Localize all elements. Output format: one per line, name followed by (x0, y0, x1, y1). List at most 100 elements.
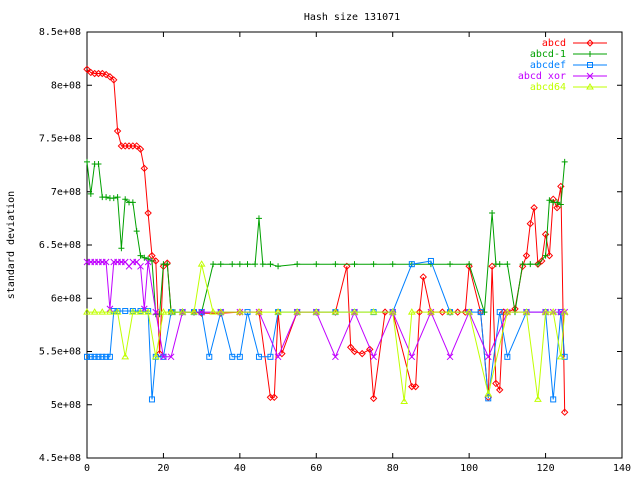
legend-item: abcd64 (530, 82, 607, 93)
data-point-x (408, 353, 416, 361)
series-layer (83, 65, 569, 416)
data-point-square (496, 309, 503, 316)
data-point-diamond (255, 308, 263, 316)
data-point-diamond (488, 262, 496, 271)
data-point-triangle (388, 308, 397, 315)
data-point-triangle (484, 390, 493, 397)
data-point-diamond (522, 251, 531, 260)
series-abcd64 (83, 260, 569, 405)
data-point-diamond (411, 382, 420, 391)
data-point-triangle (586, 83, 594, 90)
data-point-diamond (132, 142, 141, 150)
data-point-diamond (503, 308, 512, 316)
series-line (87, 264, 566, 402)
data-point-plus (587, 51, 593, 57)
data-point-triangle (560, 308, 569, 315)
data-point-triangle (556, 352, 565, 360)
data-point-square (148, 396, 155, 403)
x-tick-label: 40 (234, 463, 246, 474)
data-point-diamond (236, 308, 244, 316)
data-point-square (106, 353, 113, 360)
data-point-plus (252, 261, 259, 268)
data-point-x (144, 258, 152, 266)
data-point-plus (210, 261, 217, 268)
data-point-x (152, 308, 160, 316)
data-point-x (484, 353, 492, 361)
data-point-plus (164, 261, 171, 268)
data-point-diamond (526, 219, 534, 228)
x-tick-label: 0 (84, 463, 90, 474)
data-point-plus (332, 261, 339, 268)
data-point-triangle (331, 308, 340, 315)
data-point-triangle (400, 397, 409, 405)
y-tick-label: 8e+08 (51, 80, 81, 91)
data-point-square (99, 353, 106, 360)
data-point-square (95, 353, 102, 360)
data-point-x (167, 353, 175, 361)
data-point-triangle (235, 308, 244, 315)
data-point-plus (351, 261, 358, 268)
data-point-diamond (465, 262, 473, 271)
data-point-diamond (270, 393, 278, 402)
data-point-x (137, 262, 144, 270)
data-point-plus (313, 261, 320, 268)
x-tick-label: 120 (537, 463, 555, 474)
y-tick-label: 7e+08 (51, 187, 81, 198)
data-point-diamond (461, 308, 470, 316)
data-point-triangle (350, 308, 359, 315)
data-point-diamond (369, 394, 378, 403)
data-point-triangle (144, 308, 153, 315)
x-tick-label: 80 (387, 463, 399, 474)
data-point-square (477, 309, 484, 316)
legend-item: abcdef (530, 60, 607, 71)
data-point-plus (229, 261, 236, 268)
data-point-plus (561, 158, 568, 165)
data-point-plus (554, 199, 561, 206)
data-point-triangle (369, 308, 378, 315)
data-point-plus (137, 252, 144, 259)
data-point-diamond (140, 164, 149, 173)
data-point-plus (236, 261, 243, 268)
data-point-triangle (178, 308, 187, 315)
data-point-diamond (530, 204, 538, 212)
data-point-diamond (545, 251, 554, 260)
data-point-plus (489, 210, 496, 217)
y-tick-label: 6e+08 (51, 293, 81, 304)
data-point-plus (542, 252, 549, 259)
data-point-square (587, 62, 593, 68)
series-abcd-1 (84, 158, 568, 318)
data-point-triangle (255, 308, 263, 315)
data-point-plus (110, 195, 117, 202)
data-point-plus (557, 201, 564, 208)
data-point-plus (122, 196, 129, 203)
data-point-triangle (407, 308, 416, 315)
data-point-x (274, 353, 282, 361)
data-point-plus (255, 215, 262, 222)
data-point-triangle (159, 308, 168, 315)
data-point-diamond (381, 308, 389, 316)
data-point-diamond (453, 308, 462, 316)
y-tick-label: 5.5e+08 (39, 347, 81, 358)
y-tick-label: 6.5e+08 (39, 240, 81, 251)
data-point-triangle (190, 308, 198, 315)
data-point-plus (527, 261, 534, 268)
data-point-plus (145, 255, 152, 262)
y-tick-label: 5e+08 (51, 400, 81, 411)
data-point-square (550, 396, 557, 403)
y-tick-label: 8.5e+08 (39, 27, 81, 38)
data-point-triangle (167, 308, 175, 315)
data-point-diamond (113, 127, 122, 135)
data-point-triangle (209, 308, 217, 315)
data-point-plus (481, 309, 488, 316)
data-point-diamond (415, 308, 424, 316)
data-point-diamond (560, 408, 569, 416)
data-point-triangle (274, 308, 282, 315)
data-point-diamond (98, 69, 106, 78)
data-point-plus (546, 197, 553, 204)
data-point-triangle (427, 308, 435, 315)
data-point-plus (447, 261, 454, 268)
data-point-diamond (87, 68, 95, 77)
data-point-triangle (121, 352, 130, 360)
legend-label: abcdef (530, 60, 566, 71)
series-abcd (83, 65, 569, 416)
